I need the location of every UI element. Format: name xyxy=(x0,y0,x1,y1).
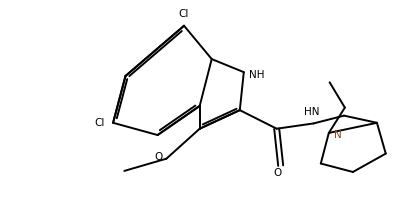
Text: HN: HN xyxy=(304,107,319,118)
Text: N: N xyxy=(334,130,342,140)
Text: NH: NH xyxy=(249,70,264,80)
Text: Cl: Cl xyxy=(95,118,105,128)
Text: Cl: Cl xyxy=(179,9,189,19)
Text: O: O xyxy=(273,168,282,178)
Text: O: O xyxy=(154,152,162,162)
